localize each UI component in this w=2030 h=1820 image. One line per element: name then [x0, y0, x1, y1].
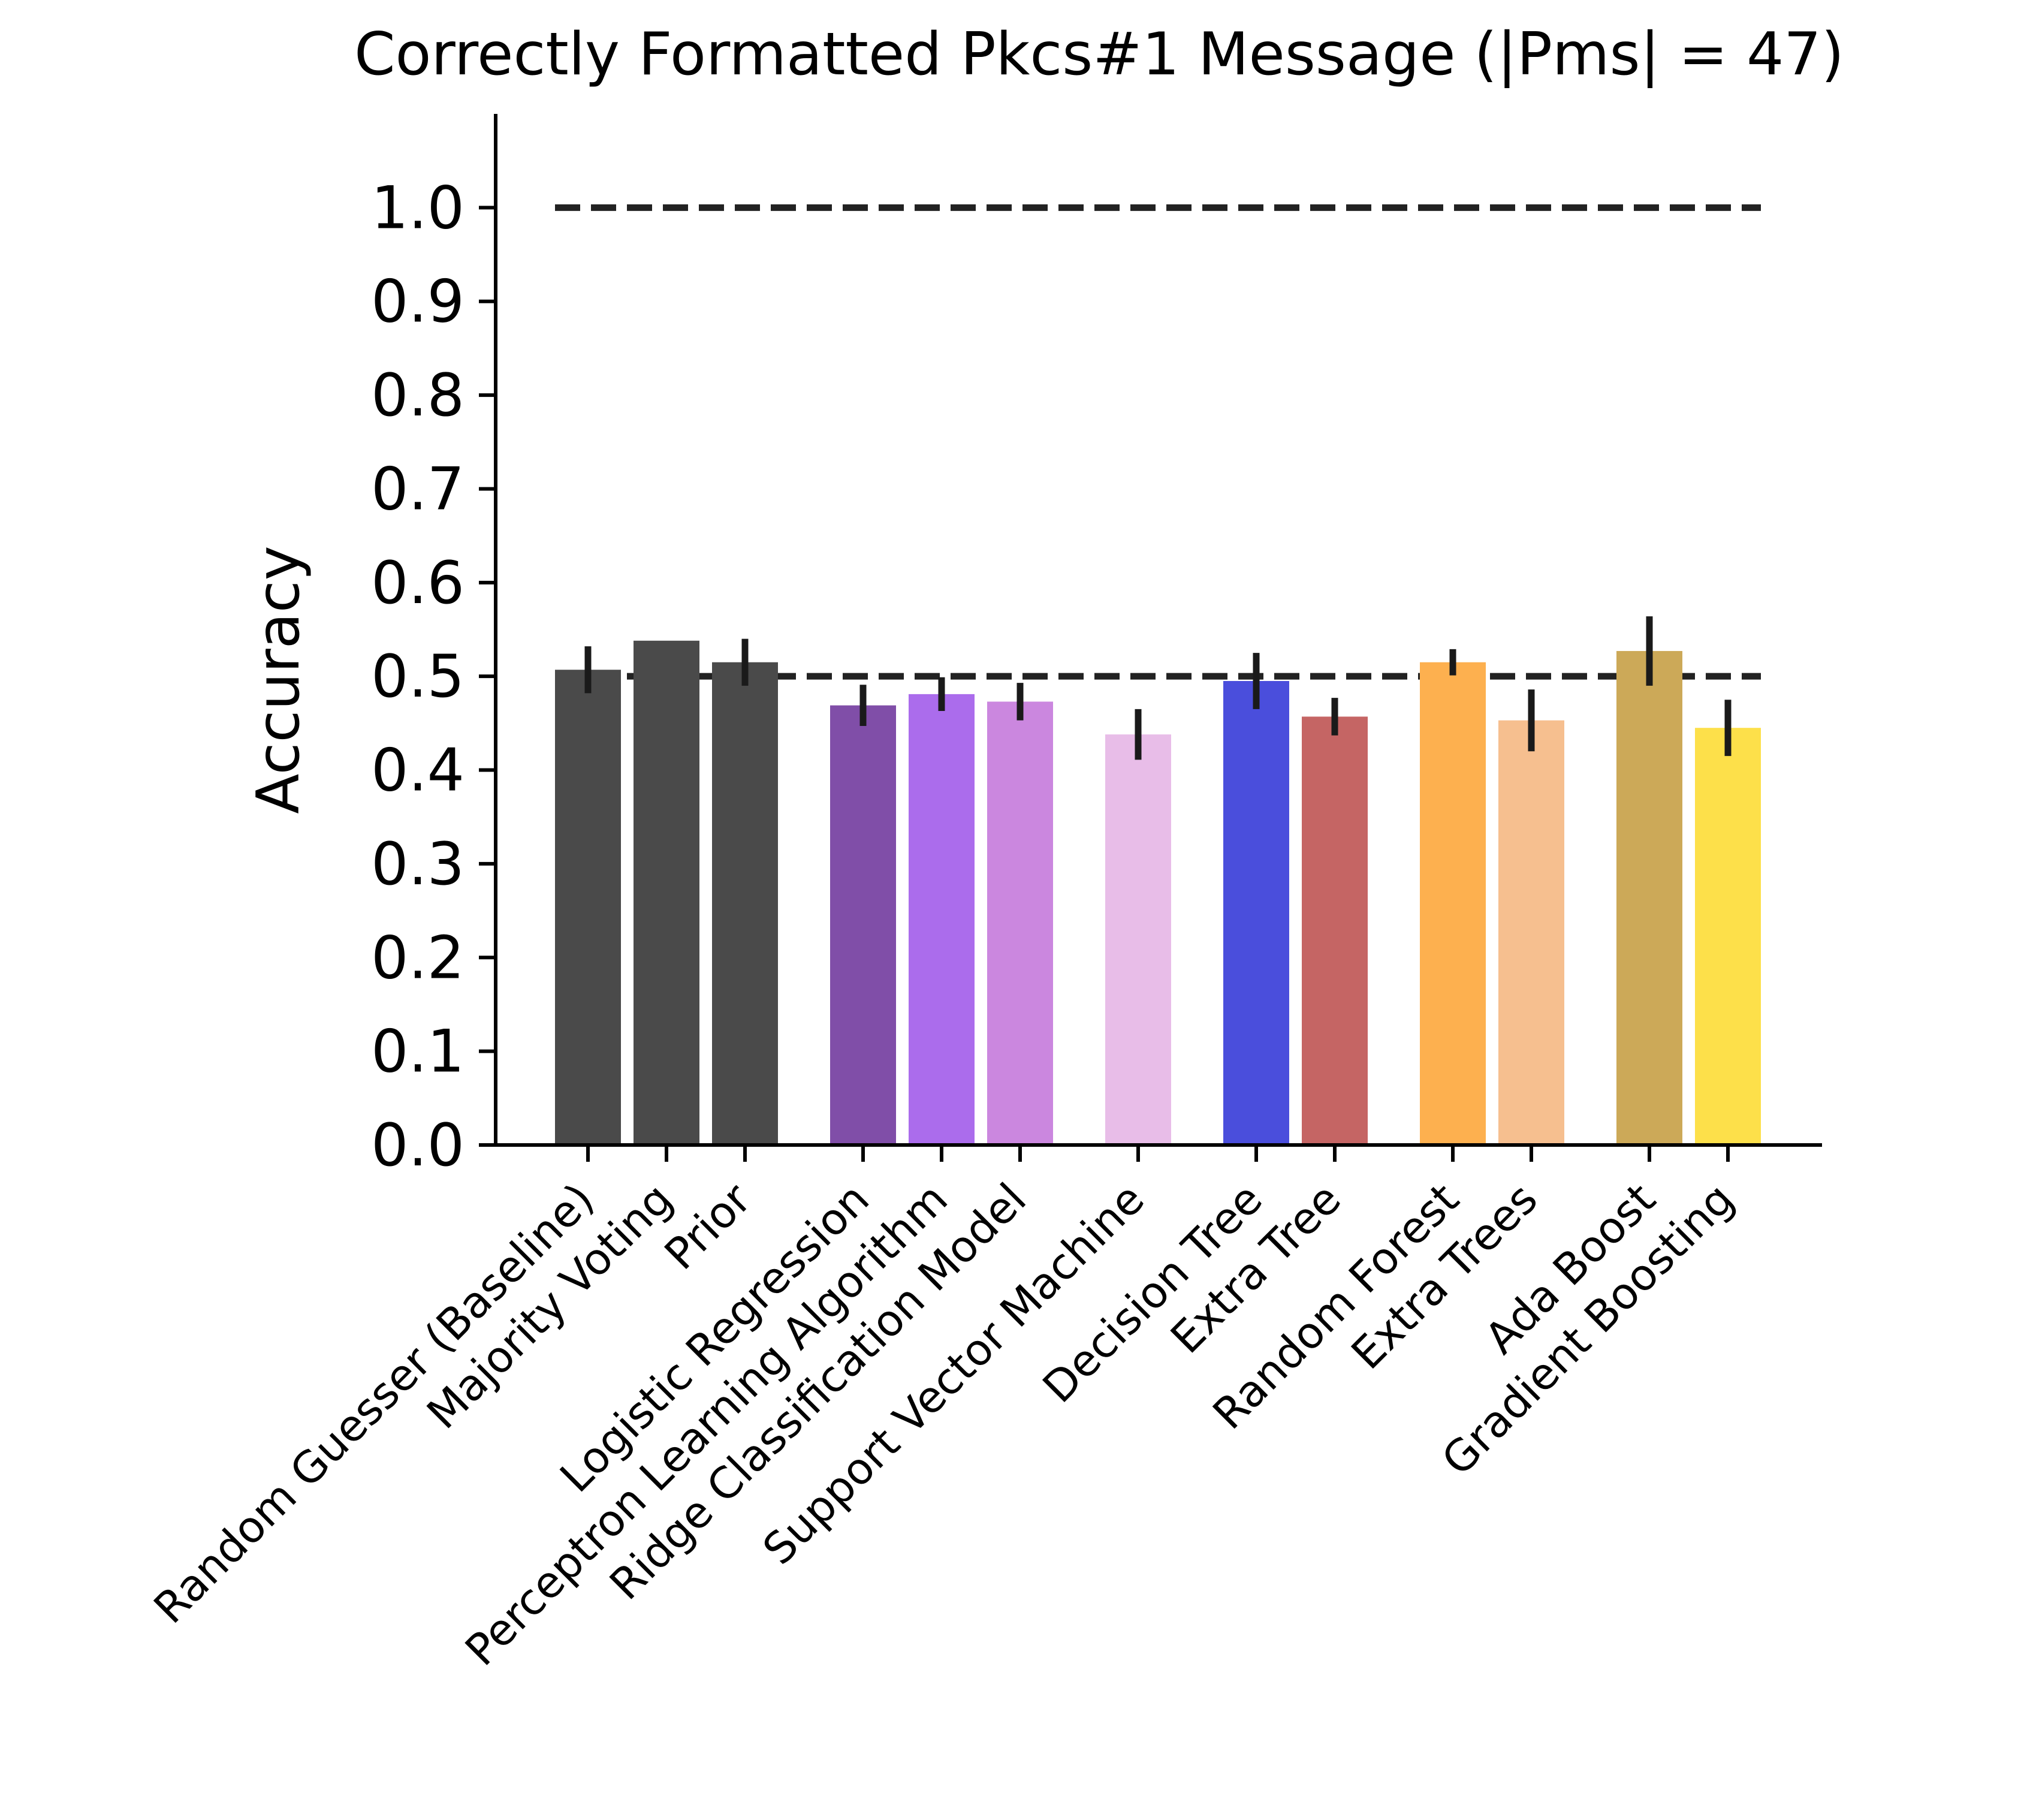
x-tick-label: Prior	[655, 1173, 761, 1279]
bar-2	[712, 662, 778, 1145]
y-axis-label: Accuracy	[245, 546, 313, 813]
bar-0	[555, 670, 621, 1145]
y-tick-label: 0.1	[371, 1018, 464, 1086]
bar-11	[1616, 650, 1682, 1145]
y-tick-label: 0.7	[371, 455, 464, 523]
reference-lines	[555, 204, 1761, 680]
bar-1	[634, 640, 699, 1145]
y-tick-label: 0.6	[371, 549, 464, 617]
y-tick-label: 0.5	[371, 643, 464, 711]
bars	[555, 640, 1761, 1145]
y-tick-label: 0.4	[371, 737, 464, 805]
bar-5	[987, 701, 1053, 1145]
chart-title: Correctly Formatted Pkcs#1 Message (|Pms…	[354, 20, 1844, 89]
bar-12	[1695, 728, 1761, 1145]
y-tick-label: 0.0	[371, 1111, 464, 1180]
bar-6	[1105, 734, 1171, 1145]
bar-7	[1223, 681, 1289, 1145]
bar-3	[830, 705, 896, 1145]
x-ticks: Random Guesser (Baseline)Majority Voting…	[144, 1145, 1744, 1676]
y-tick-label: 1.0	[371, 174, 464, 242]
y-tick-label: 0.8	[371, 361, 464, 430]
y-tick-label: 0.2	[371, 924, 464, 992]
y-tick-label: 0.9	[371, 268, 464, 336]
y-tick-label: 0.3	[371, 830, 464, 899]
bar-9	[1420, 662, 1486, 1145]
bar-10	[1498, 720, 1564, 1145]
error-bars	[584, 616, 1732, 760]
bar-4	[909, 694, 975, 1145]
y-ticks: 0.0 0.1 0.2 0.3 0.4 0.5 0.6 0.7 0.8 0.9 1.0	[371, 174, 496, 1180]
axes	[494, 114, 1822, 1147]
bar-8	[1302, 716, 1368, 1145]
